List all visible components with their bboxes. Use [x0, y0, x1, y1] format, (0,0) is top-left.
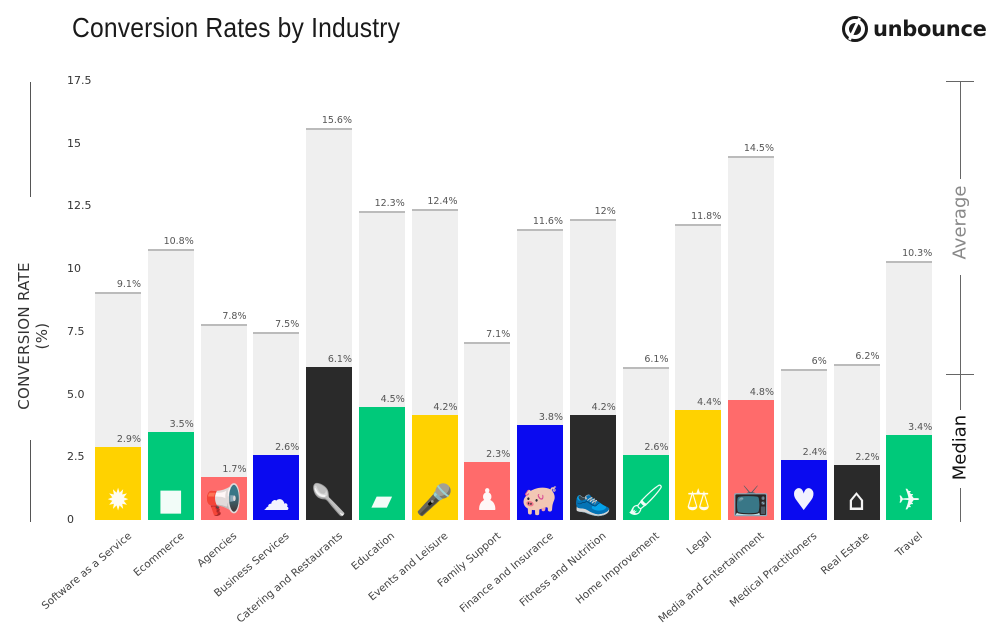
median-bracket-line-top — [960, 374, 961, 410]
median-value-label: 6.1% — [327, 353, 352, 365]
median-bar: ⌂ — [833, 464, 880, 520]
average-value-label: 6% — [811, 356, 827, 368]
average-bracket-cap — [946, 81, 974, 82]
book-icon: ▰ — [371, 482, 393, 518]
median-bar: ☁ — [253, 454, 300, 520]
chart-title: Conversion Rates by Industry — [72, 12, 401, 43]
median-legend-label: Median — [949, 414, 971, 481]
average-value-label: 6.2% — [855, 351, 880, 363]
median-bar: ♥ — [780, 459, 827, 520]
heart-icon: ♥ — [791, 482, 816, 518]
median-value-label: 2.6% — [644, 441, 669, 453]
average-value-label: 7.8% — [222, 311, 247, 323]
median-bar: 📺 — [728, 399, 774, 520]
microphone-icon: 🎤 — [415, 482, 454, 518]
x-axis-category-label: Software as a Service — [39, 530, 134, 613]
median-bar: 🥄 — [306, 366, 352, 520]
average-legend-label: Average — [949, 185, 971, 260]
median-value-label: 2.4% — [802, 446, 827, 458]
median-bar: 🖌 — [622, 454, 669, 520]
median-value-label: 4.8% — [749, 386, 774, 398]
average-value-label: 10.3% — [902, 248, 933, 260]
x-axis-category-label: Real Estate — [819, 530, 873, 578]
y-tick-label: 7.5 — [67, 324, 85, 338]
y-tick-label: 2.5 — [67, 450, 85, 464]
x-axis-category-label: Finance and Insurance — [457, 530, 556, 616]
median-value-label: 4.2% — [591, 401, 616, 413]
y-axis-label: CONVERSION RATE (%) — [15, 262, 51, 410]
piggy-bank-icon: 🐖 — [521, 482, 559, 518]
median-bar: 🐖 — [517, 424, 563, 520]
x-axis-category-label: Education — [349, 530, 398, 573]
median-value-label: 3.5% — [169, 419, 194, 431]
house-icon: ⌂ — [847, 482, 866, 518]
x-axis-category-label: Ecommerce — [131, 530, 187, 580]
average-value-label: 9.1% — [116, 278, 141, 290]
median-value-label: 2.3% — [486, 449, 511, 461]
y-tick-label: 17.5 — [67, 73, 92, 87]
median-bar: ■ — [147, 432, 194, 520]
average-bracket-line-top — [960, 81, 961, 179]
median-bar: 👟 — [569, 414, 616, 520]
x-axis-category-label: Travel — [893, 530, 925, 560]
spoon-icon: 🥄 — [310, 482, 348, 518]
median-bracket-line-bottom — [960, 488, 961, 522]
median-value-label: 2.9% — [116, 434, 141, 446]
median-bar: ⚖ — [675, 409, 722, 520]
x-axis-category-label: Medical Practitioners — [727, 530, 820, 610]
median-value-label: 4.2% — [433, 401, 458, 413]
y-tick-label: 12.5 — [67, 199, 92, 213]
average-value-label: 12% — [594, 205, 616, 217]
average-value-label: 14.5% — [743, 143, 774, 155]
average-value-label: 7.1% — [486, 328, 511, 340]
cloud-icon: ☁ — [262, 482, 290, 518]
median-value-label: 3.4% — [908, 421, 933, 433]
average-value-label: 12.3% — [374, 198, 405, 210]
median-value-label: 3.8% — [538, 411, 563, 423]
median-value-label: 2.6% — [275, 441, 300, 453]
x-axis-category-label: Catering and Restaurants — [234, 530, 345, 626]
x-axis-category-label: Agencies — [195, 530, 240, 570]
median-value-label: 4.4% — [697, 396, 722, 408]
airplane-icon: ✈ — [897, 482, 921, 518]
gavel-icon: ⚖ — [686, 482, 711, 518]
x-axis-category-label: Media and Entertainment — [656, 530, 767, 626]
average-value-label: 7.5% — [275, 318, 300, 330]
person-icon: ♟ — [475, 482, 500, 518]
y-axis-bracket-top — [30, 82, 31, 197]
average-value-label: 11.8% — [691, 210, 722, 222]
average-value-label: 11.6% — [532, 215, 563, 227]
sneaker-icon: 👟 — [574, 482, 612, 518]
y-tick-label: 10 — [67, 262, 81, 275]
tv-icon: 📺 — [732, 482, 770, 518]
median-bar: 🎤 — [411, 414, 458, 520]
median-bar: ✈ — [886, 434, 933, 520]
median-value-label: 4.5% — [380, 394, 405, 406]
y-tick-label: 15 — [67, 136, 81, 150]
average-bracket-line-bottom — [960, 275, 961, 375]
gear-icon: ✹ — [106, 482, 130, 518]
median-bar: 📢 — [200, 477, 247, 520]
x-axis-category-label: Fitness and Nutrition — [517, 530, 609, 610]
x-axis-category-label: Legal — [684, 530, 714, 558]
unbounce-logo-icon — [842, 16, 868, 42]
median-bar: ▰ — [358, 407, 405, 520]
box-icon: ■ — [157, 482, 184, 518]
average-value-label: 15.6% — [321, 115, 352, 127]
logo-text: unbounce — [873, 17, 987, 41]
average-value-label: 6.1% — [644, 353, 669, 365]
y-axis-bracket-bottom — [30, 440, 31, 522]
median-bar: ✹ — [95, 447, 141, 520]
megaphone-icon: 📢 — [204, 482, 243, 518]
brush-icon: 🖌 — [626, 482, 665, 518]
median-value-label: 2.2% — [855, 451, 880, 463]
average-value-label: 10.8% — [163, 235, 194, 247]
median-bar: ♟ — [464, 462, 511, 520]
median-value-label: 1.7% — [222, 464, 247, 476]
y-tick-label: 0 — [67, 513, 74, 526]
y-tick-label: 5.0 — [67, 387, 85, 401]
average-value-label: 12.4% — [427, 195, 458, 207]
unbounce-logo: unbounce — [842, 16, 987, 42]
